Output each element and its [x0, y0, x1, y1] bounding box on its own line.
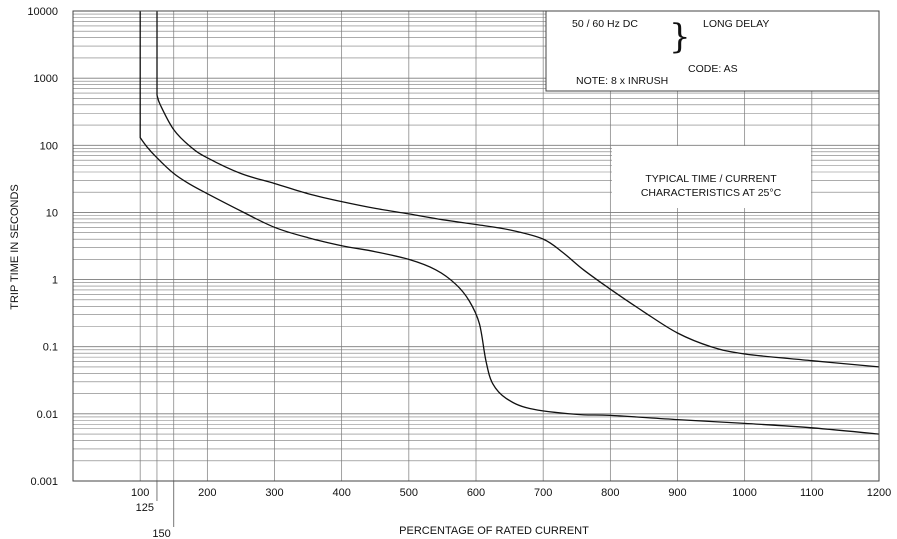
y-tick-label: 1000 — [34, 73, 58, 85]
y-tick-label: 10 — [46, 207, 58, 219]
x-tick-label: 100 — [131, 487, 149, 499]
x-tick-label: 900 — [668, 487, 686, 499]
x-tick-label: 700 — [534, 487, 552, 499]
characteristics-box-frame — [612, 146, 811, 208]
brace-glyph: } — [669, 17, 691, 57]
plot-frame — [72, 10, 880, 482]
x-tick-label: 200 — [198, 487, 216, 499]
plot-border — [72, 10, 880, 482]
tick-labels: 100 200 300 400 500 600 700 800 900 1000 1100 12001… — [27, 6, 891, 539]
x-tick-label: 800 — [601, 487, 619, 499]
x-tick-label: 400 — [332, 487, 350, 499]
x-tick-label: 500 — [400, 487, 418, 499]
trip-curve-2 — [156, 11, 880, 368]
long-delay-note: LONG DELAY — [703, 18, 769, 30]
legend-note-box: 50 / 60 Hz DC } LONG DELAY CODE: AS NOTE… — [545, 10, 880, 92]
y-tick-label: 100 — [40, 140, 58, 152]
characteristics-box: TYPICAL TIME / CURRENT CHARACTERISTICS A… — [612, 146, 811, 208]
y-tick-label: 0.1 — [43, 342, 58, 354]
y-tick-label: 0.01 — [37, 409, 58, 421]
chart-curves — [139, 11, 880, 435]
x-tick-label: 1200 — [867, 487, 891, 499]
y-tick-label: 10000 — [27, 6, 58, 18]
y-axis-label: TRIP TIME IN SECONDS — [9, 184, 21, 310]
code-note: CODE: AS — [688, 63, 738, 75]
x-tick-label: 1100 — [800, 487, 824, 499]
characteristics-line-1: TYPICAL TIME / CURRENT — [645, 173, 777, 185]
x-tick-label: 300 — [265, 487, 283, 499]
x-axis-label: PERCENTAGE OF RATED CURRENT — [399, 525, 589, 537]
trip-curve-1 — [139, 11, 880, 435]
y-tick-label: 1 — [52, 275, 58, 287]
y-tick-label: 0.001 — [30, 476, 58, 488]
x-tick-label: 1000 — [732, 487, 756, 499]
note-box-frame — [545, 10, 880, 92]
x-tick-label: 600 — [467, 487, 485, 499]
x-tick-label-extra: 125 — [136, 502, 154, 514]
characteristics-line-2: CHARACTERISTICS AT 25°C — [641, 187, 782, 199]
x-tick-label-extra: 150 — [152, 528, 170, 539]
frequency-note: 50 / 60 Hz DC — [572, 18, 638, 30]
inrush-note: NOTE: 8 x INRUSH — [576, 75, 668, 87]
